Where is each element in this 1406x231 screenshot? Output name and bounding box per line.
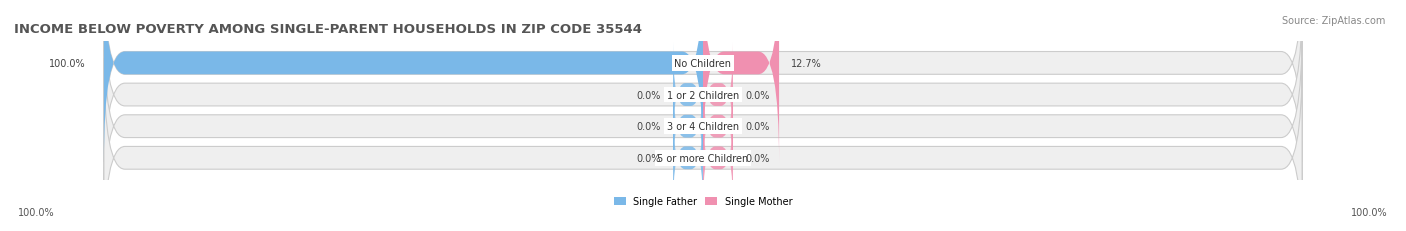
Text: 100.0%: 100.0% [18, 207, 55, 217]
FancyBboxPatch shape [673, 43, 703, 147]
Text: 0.0%: 0.0% [637, 153, 661, 163]
Text: 0.0%: 0.0% [637, 122, 661, 132]
FancyBboxPatch shape [104, 59, 1302, 231]
FancyBboxPatch shape [104, 28, 1302, 225]
Text: 0.0%: 0.0% [745, 153, 769, 163]
FancyBboxPatch shape [673, 75, 703, 178]
Text: 0.0%: 0.0% [745, 90, 769, 100]
FancyBboxPatch shape [703, 75, 733, 178]
FancyBboxPatch shape [703, 43, 733, 147]
Text: 3 or 4 Children: 3 or 4 Children [666, 122, 740, 132]
Text: 100.0%: 100.0% [49, 59, 86, 69]
FancyBboxPatch shape [104, 0, 703, 163]
FancyBboxPatch shape [673, 106, 703, 210]
Text: 0.0%: 0.0% [745, 122, 769, 132]
Text: No Children: No Children [675, 59, 731, 69]
Text: 5 or more Children: 5 or more Children [658, 153, 748, 163]
Text: 0.0%: 0.0% [637, 90, 661, 100]
Legend: Single Father, Single Mother: Single Father, Single Mother [614, 196, 792, 206]
Text: INCOME BELOW POVERTY AMONG SINGLE-PARENT HOUSEHOLDS IN ZIP CODE 35544: INCOME BELOW POVERTY AMONG SINGLE-PARENT… [14, 23, 643, 36]
Text: Source: ZipAtlas.com: Source: ZipAtlas.com [1281, 16, 1385, 26]
Text: 12.7%: 12.7% [792, 59, 823, 69]
FancyBboxPatch shape [104, 0, 1302, 163]
Text: 100.0%: 100.0% [1351, 207, 1388, 217]
FancyBboxPatch shape [703, 106, 733, 210]
FancyBboxPatch shape [703, 0, 779, 163]
FancyBboxPatch shape [104, 0, 1302, 194]
Text: 1 or 2 Children: 1 or 2 Children [666, 90, 740, 100]
